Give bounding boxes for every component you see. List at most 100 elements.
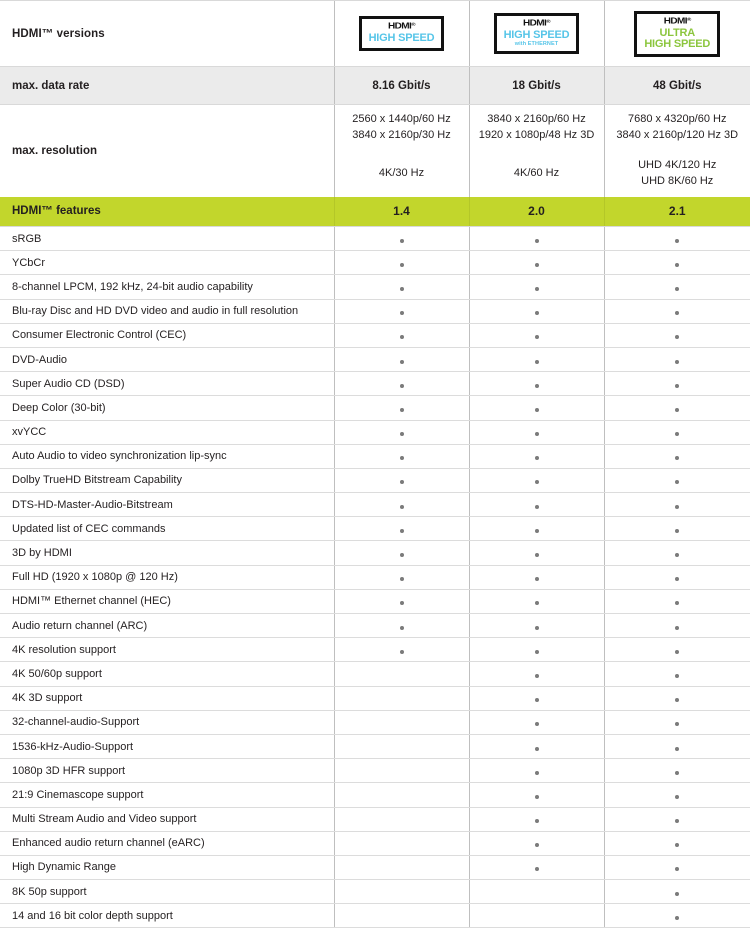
feature-support-1-4 (333, 758, 469, 784)
supported-dot-icon (534, 698, 539, 703)
feature-support-2-1 (603, 782, 750, 808)
resolution-primary-1-4: 2560 x 1440p/60 Hz 3840 x 2160p/30 Hz (333, 104, 469, 151)
supported-dot-icon (534, 528, 539, 533)
row-label-max-resolution: max. resolution (12, 144, 97, 157)
feature-label: Enhanced audio return channel (eARC) (0, 831, 334, 856)
supported-dot-icon (675, 359, 680, 364)
not-supported-empty (400, 843, 404, 847)
resolution-secondary-2-0-line1: 4K/60 Hz (513, 166, 560, 179)
table-row: Updated list of CEC commands (0, 516, 750, 542)
table-row: 8K 50p support (0, 879, 750, 905)
feature-support-2-0 (468, 879, 604, 905)
supported-dot-icon (399, 528, 404, 533)
feature-support-1-4 (333, 323, 469, 348)
supported-dot-icon (675, 722, 680, 727)
feature-support-2-0 (468, 807, 604, 832)
feature-support-2-0 (468, 347, 604, 373)
feature-label: Auto Audio to video synchronization lip-… (0, 444, 334, 469)
table-row: YCbCr (0, 250, 750, 276)
feature-support-1-4 (333, 734, 469, 760)
supported-dot-icon (675, 770, 680, 775)
feature-support-1-4 (333, 807, 469, 832)
table-row: 3D by HDMI (0, 540, 750, 566)
feature-label: DVD-Audio (0, 347, 334, 373)
supported-dot-icon (675, 649, 680, 654)
badge-line1-2-0: HIGH SPEED (503, 29, 570, 41)
resolution-primary-2-1-line2: 3840 x 2160p/120 Hz 3D (616, 128, 739, 141)
feature-support-2-0 (468, 299, 604, 324)
feature-label: DTS-HD-Master-Audio-Bitstream (0, 492, 334, 518)
table-row: Auto Audio to video synchronization lip-… (0, 444, 750, 469)
supported-dot-icon (675, 504, 680, 509)
supported-dot-icon (675, 335, 680, 340)
feature-support-2-1 (603, 492, 750, 518)
not-supported-empty (535, 916, 539, 920)
supported-dot-icon (534, 794, 539, 799)
feature-support-2-0 (468, 323, 604, 348)
supported-dot-icon (675, 528, 680, 533)
feature-support-2-0 (468, 395, 604, 421)
feature-support-1-4 (333, 444, 469, 469)
supported-dot-icon (675, 480, 680, 485)
supported-dot-icon (534, 262, 539, 267)
resolution-secondary-2-1-line1: UHD 4K/120 Hz (638, 158, 717, 171)
version-number-2-0: 2.0 (468, 196, 604, 227)
feature-label: Multi Stream Audio and Video support (0, 807, 334, 832)
feature-label: Blu-ray Disc and HD DVD video and audio … (0, 299, 334, 324)
supported-dot-icon (399, 456, 404, 461)
supported-dot-icon (675, 891, 680, 896)
resolution-secondary-2-0: 4K/60 Hz (468, 150, 604, 197)
feature-support-2-0 (468, 250, 604, 276)
feature-label: Dolby TrueHD Bitstream Capability (0, 468, 334, 494)
table-row: HDMI™ Ethernet channel (HEC) (0, 589, 750, 615)
feature-support-1-4 (333, 299, 469, 324)
supported-dot-icon (534, 577, 539, 582)
feature-support-2-0 (468, 444, 604, 469)
supported-dot-icon (399, 577, 404, 582)
feature-support-2-0 (468, 710, 604, 735)
feature-support-2-0 (468, 371, 604, 397)
feature-support-1-4 (333, 637, 469, 663)
badge-line1-1-4: HIGH SPEED (368, 32, 435, 44)
feature-support-2-0 (468, 782, 604, 808)
feature-label: Super Audio CD (DSD) (0, 371, 334, 397)
hdmi-high-speed-logo-icon: HDMI® HIGH SPEED (358, 16, 445, 51)
not-supported-empty (400, 819, 404, 823)
feature-support-2-0 (468, 831, 604, 856)
feature-support-1-4 (333, 516, 469, 542)
feature-support-1-4 (333, 589, 469, 615)
row-max-resolution-secondary: 4K/30 Hz 4K/60 Hz UHD 4K/120 Hz UHD 8K/6… (0, 150, 750, 197)
feature-label: Full HD (1920 x 1080p @ 120 Hz) (0, 565, 334, 590)
supported-dot-icon (399, 311, 404, 316)
supported-dot-icon (675, 383, 680, 388)
data-rate-2-1: 48 Gbit/s (603, 66, 750, 105)
feature-label: 4K resolution support (0, 637, 334, 663)
feature-support-2-0 (468, 613, 604, 639)
not-supported-empty (400, 747, 404, 751)
feature-support-2-0 (468, 516, 604, 542)
table-row: xvYCC (0, 420, 750, 445)
table-row: 32-channel-audio-Support (0, 710, 750, 735)
feature-support-2-0 (468, 589, 604, 615)
supported-dot-icon (534, 359, 539, 364)
feature-support-2-1 (603, 637, 750, 663)
supported-dot-icon (534, 746, 539, 751)
feature-support-2-1 (603, 589, 750, 615)
supported-dot-icon (399, 262, 404, 267)
supported-dot-icon (675, 238, 680, 243)
table-row: Consumer Electronic Control (CEC) (0, 323, 750, 348)
not-supported-empty (400, 771, 404, 775)
row-label-max-data-rate: max. data rate (0, 66, 334, 105)
supported-dot-icon (399, 359, 404, 364)
feature-support-1-4 (333, 250, 469, 276)
feature-support-2-1 (603, 299, 750, 324)
feature-support-2-0 (468, 661, 604, 687)
feature-support-2-0 (468, 468, 604, 494)
feature-support-1-4 (333, 782, 469, 808)
row-hdmi-features-header: HDMI™ features 1.4 2.0 2.1 (0, 196, 750, 227)
feature-support-2-0 (468, 492, 604, 518)
row-label-hdmi-features: HDMI™ features (0, 196, 334, 227)
supported-dot-icon (399, 649, 404, 654)
supported-dot-icon (399, 480, 404, 485)
version-number-2-1: 2.1 (603, 196, 750, 227)
